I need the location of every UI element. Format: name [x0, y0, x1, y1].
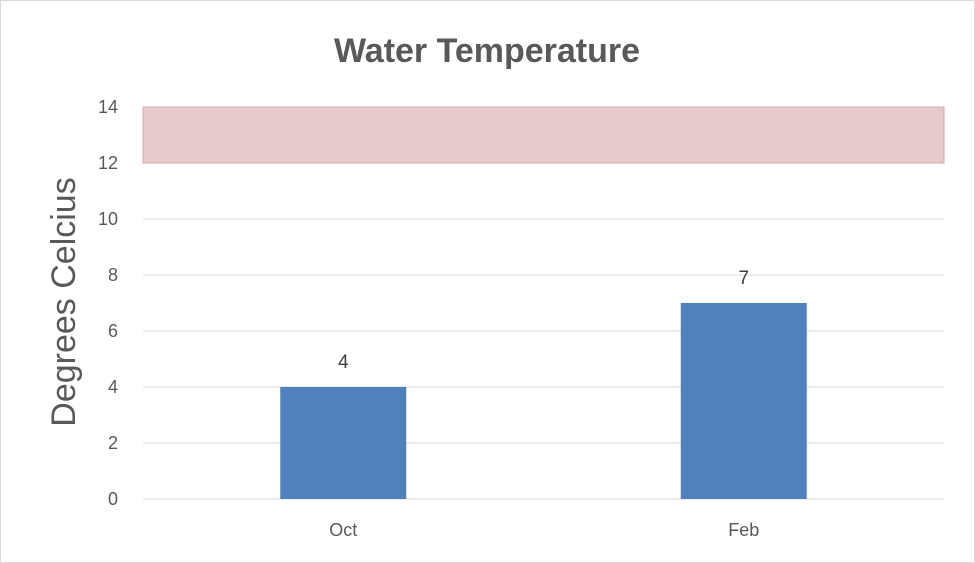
x-tick-labels: Oct Feb [329, 520, 759, 540]
y-tick-label: 14 [98, 97, 118, 117]
y-tick-label: 4 [108, 377, 118, 397]
data-labels: 47 [338, 268, 749, 373]
y-tick-label: 12 [98, 153, 118, 173]
bar-oct [280, 387, 407, 499]
y-tick-label: 6 [108, 321, 118, 341]
chart-title: Water Temperature [334, 32, 640, 70]
y-axis-label: Degrees Celcius [45, 177, 83, 426]
y-tick-label: 10 [98, 209, 118, 229]
target-band [142, 106, 945, 164]
data-label: 4 [338, 352, 349, 373]
bar-feb [680, 303, 807, 499]
data-label: 7 [738, 268, 749, 289]
x-tick-label: Feb [728, 520, 759, 540]
y-tick-label: 2 [108, 433, 118, 453]
y-tick-label: 0 [108, 489, 118, 509]
gridlines [143, 106, 944, 500]
target-range-band [142, 106, 945, 164]
x-tick-label: Oct [329, 520, 357, 540]
y-tick-labels: 0 2 4 6 8 10 12 14 [98, 97, 118, 509]
bars [280, 303, 807, 499]
y-tick-label: 8 [108, 265, 118, 285]
